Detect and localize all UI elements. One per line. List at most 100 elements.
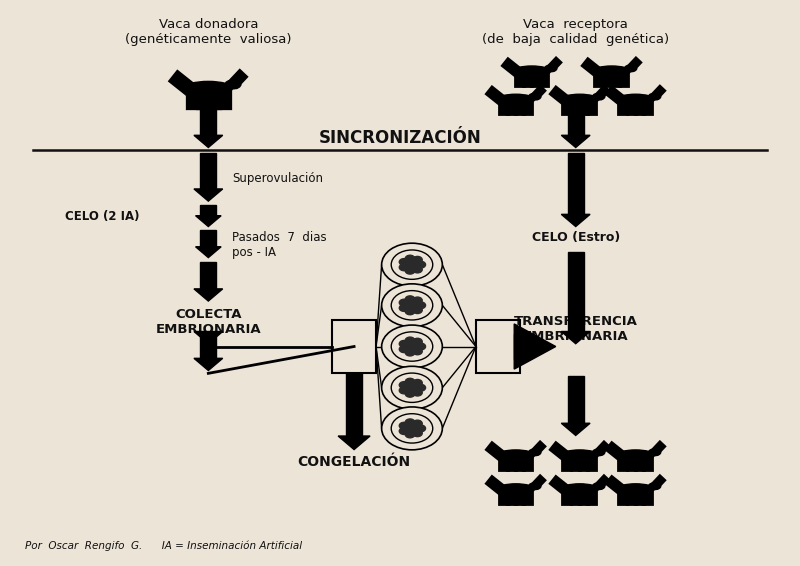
Circle shape — [413, 430, 422, 436]
Ellipse shape — [649, 483, 661, 490]
Ellipse shape — [593, 93, 605, 100]
Polygon shape — [568, 114, 584, 135]
Polygon shape — [568, 376, 584, 423]
Circle shape — [382, 284, 442, 327]
Circle shape — [406, 349, 415, 356]
Circle shape — [413, 379, 422, 386]
Ellipse shape — [593, 483, 605, 490]
Circle shape — [416, 343, 426, 350]
Polygon shape — [562, 135, 590, 148]
Ellipse shape — [497, 94, 534, 105]
Circle shape — [407, 384, 417, 391]
Text: Superovulación: Superovulación — [232, 172, 323, 185]
Circle shape — [416, 302, 426, 308]
Polygon shape — [562, 332, 590, 344]
Text: Pasados  7  dias
pos - IA: Pasados 7 dias pos - IA — [232, 231, 327, 259]
Text: CELO (Estro): CELO (Estro) — [531, 231, 620, 244]
Ellipse shape — [561, 450, 598, 461]
Circle shape — [407, 302, 417, 308]
Circle shape — [406, 296, 415, 303]
Circle shape — [399, 387, 409, 394]
Circle shape — [382, 325, 442, 368]
Ellipse shape — [529, 93, 541, 100]
Circle shape — [416, 261, 426, 268]
Polygon shape — [562, 215, 590, 226]
Circle shape — [416, 384, 426, 391]
Circle shape — [399, 299, 409, 306]
Ellipse shape — [497, 450, 534, 461]
Circle shape — [399, 428, 409, 435]
Ellipse shape — [513, 66, 550, 76]
Polygon shape — [514, 334, 520, 359]
Circle shape — [407, 425, 417, 432]
Circle shape — [382, 407, 442, 450]
Ellipse shape — [529, 483, 541, 490]
Circle shape — [399, 340, 409, 347]
Polygon shape — [200, 230, 216, 247]
Polygon shape — [338, 436, 370, 449]
Polygon shape — [514, 324, 556, 369]
Polygon shape — [200, 332, 216, 334]
Circle shape — [382, 243, 442, 286]
Circle shape — [413, 348, 422, 355]
Text: Por  Oscar  Rengifo  G.      IA = Inseminación Artificial: Por Oscar Rengifo G. IA = Inseminación A… — [25, 541, 302, 551]
Circle shape — [399, 381, 409, 388]
Ellipse shape — [617, 450, 654, 461]
Ellipse shape — [649, 93, 661, 100]
Polygon shape — [194, 358, 222, 371]
Text: CONGELACIÓN: CONGELACIÓN — [298, 455, 410, 469]
Ellipse shape — [561, 484, 598, 494]
Text: Vaca donadora
(genéticamente  valiosa): Vaca donadora (genéticamente valiosa) — [125, 18, 291, 46]
Polygon shape — [195, 216, 221, 226]
Circle shape — [406, 337, 415, 344]
Circle shape — [416, 425, 426, 432]
Text: TRANSFERENCIA
EMBRIONARIA: TRANSFERENCIA EMBRIONARIA — [514, 315, 638, 344]
Polygon shape — [562, 423, 590, 435]
Polygon shape — [200, 100, 216, 135]
Ellipse shape — [184, 82, 233, 95]
Bar — [476, 320, 520, 374]
Circle shape — [413, 389, 422, 396]
Text: SINCRONIZACIÓN: SINCRONIZACIÓN — [318, 130, 482, 148]
Ellipse shape — [561, 94, 598, 105]
Circle shape — [413, 338, 422, 345]
Text: CELO (2 IA): CELO (2 IA) — [65, 211, 139, 224]
Circle shape — [399, 259, 409, 265]
Text: Vaca  receptora
(de  baja  calidad  genética): Vaca receptora (de baja calidad genética… — [482, 18, 670, 46]
Circle shape — [406, 378, 415, 385]
Circle shape — [406, 419, 415, 426]
Ellipse shape — [593, 449, 605, 456]
Circle shape — [407, 343, 417, 350]
Ellipse shape — [225, 80, 241, 89]
Circle shape — [413, 297, 422, 304]
Circle shape — [399, 264, 409, 271]
Polygon shape — [568, 153, 584, 215]
Polygon shape — [194, 332, 222, 344]
Circle shape — [406, 267, 415, 274]
Circle shape — [391, 332, 433, 361]
Polygon shape — [194, 135, 222, 148]
Polygon shape — [568, 252, 584, 332]
Circle shape — [413, 307, 422, 314]
Circle shape — [413, 420, 422, 427]
Ellipse shape — [649, 449, 661, 456]
Ellipse shape — [617, 484, 654, 494]
Ellipse shape — [617, 94, 654, 105]
Circle shape — [406, 431, 415, 438]
Circle shape — [399, 422, 409, 429]
Ellipse shape — [545, 65, 557, 72]
Ellipse shape — [593, 66, 630, 76]
Ellipse shape — [529, 449, 541, 456]
Circle shape — [406, 391, 415, 397]
Circle shape — [406, 255, 415, 262]
Circle shape — [399, 305, 409, 311]
Polygon shape — [194, 189, 222, 201]
Ellipse shape — [497, 484, 534, 494]
Polygon shape — [195, 247, 221, 258]
Circle shape — [391, 250, 433, 280]
Circle shape — [413, 256, 422, 263]
Polygon shape — [200, 261, 216, 289]
Circle shape — [407, 261, 417, 268]
Circle shape — [391, 373, 433, 402]
Polygon shape — [346, 374, 362, 436]
